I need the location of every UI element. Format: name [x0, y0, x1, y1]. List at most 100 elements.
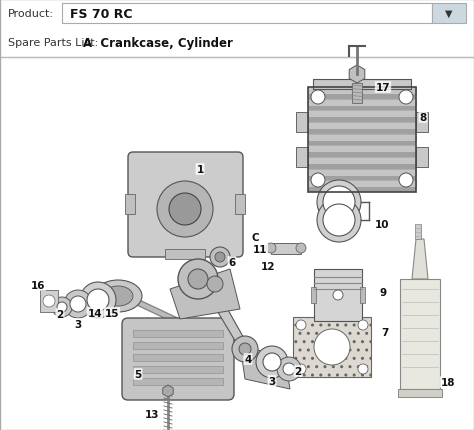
- Text: 1: 1: [196, 165, 204, 175]
- Polygon shape: [192, 269, 250, 349]
- Circle shape: [358, 364, 368, 374]
- Bar: [125, 194, 135, 215]
- Circle shape: [311, 174, 325, 187]
- Bar: [293, 317, 371, 377]
- Bar: [133, 330, 223, 337]
- Text: 18: 18: [441, 377, 455, 387]
- Bar: [308, 146, 416, 153]
- FancyBboxPatch shape: [122, 318, 234, 400]
- Circle shape: [256, 346, 288, 378]
- Text: Product:: Product:: [8, 9, 54, 19]
- Circle shape: [317, 199, 361, 243]
- Text: 16: 16: [31, 280, 45, 290]
- Text: 15: 15: [105, 308, 119, 318]
- Circle shape: [80, 283, 116, 318]
- Circle shape: [296, 364, 306, 374]
- Ellipse shape: [94, 280, 142, 312]
- Text: 5: 5: [134, 369, 142, 379]
- Circle shape: [188, 269, 208, 289]
- Text: 17: 17: [376, 83, 390, 93]
- Bar: [352, 84, 362, 104]
- Bar: [308, 188, 416, 193]
- Circle shape: [323, 187, 355, 218]
- Circle shape: [399, 91, 413, 105]
- Text: FS 70 RC: FS 70 RC: [70, 7, 133, 21]
- Circle shape: [215, 252, 225, 262]
- Text: 14: 14: [88, 308, 102, 318]
- Polygon shape: [170, 269, 240, 319]
- Circle shape: [277, 357, 301, 381]
- Bar: [398, 389, 442, 397]
- Circle shape: [323, 205, 355, 236]
- Polygon shape: [240, 344, 290, 389]
- Circle shape: [87, 289, 109, 311]
- Text: 12: 12: [261, 261, 275, 271]
- Bar: [308, 111, 416, 118]
- Bar: [133, 342, 223, 349]
- Bar: [308, 165, 416, 169]
- Bar: [308, 169, 416, 176]
- Text: 13: 13: [145, 409, 159, 419]
- Text: 2: 2: [56, 309, 64, 319]
- Circle shape: [52, 297, 72, 317]
- Circle shape: [64, 290, 92, 318]
- Text: 2: 2: [294, 366, 301, 376]
- Bar: [313, 80, 411, 90]
- Bar: [432, 4, 466, 24]
- Bar: [311, 287, 316, 303]
- Bar: [308, 130, 416, 134]
- Circle shape: [311, 91, 325, 105]
- Bar: [133, 378, 223, 385]
- Text: 10: 10: [375, 219, 389, 230]
- Text: ▼: ▼: [445, 9, 453, 19]
- Bar: [308, 106, 416, 111]
- Text: 7: 7: [381, 327, 389, 337]
- Circle shape: [178, 259, 218, 299]
- Circle shape: [283, 363, 295, 375]
- Text: 9: 9: [380, 287, 387, 297]
- Bar: [235, 194, 245, 215]
- Bar: [308, 118, 416, 123]
- Circle shape: [358, 320, 368, 330]
- Ellipse shape: [103, 286, 133, 306]
- Circle shape: [296, 243, 306, 253]
- Circle shape: [157, 181, 213, 237]
- Circle shape: [263, 353, 281, 371]
- Bar: [415, 224, 421, 240]
- Circle shape: [57, 302, 67, 312]
- Circle shape: [43, 295, 55, 307]
- Circle shape: [333, 290, 343, 300]
- Bar: [133, 366, 223, 373]
- Bar: [308, 176, 416, 181]
- Bar: [133, 354, 223, 361]
- Bar: [308, 181, 416, 188]
- Bar: [308, 134, 416, 141]
- Text: A  Crankcase, Cylinder: A Crankcase, Cylinder: [83, 37, 233, 49]
- Circle shape: [266, 243, 276, 253]
- Text: 3: 3: [268, 376, 275, 386]
- Bar: [165, 249, 205, 259]
- Text: C: C: [251, 233, 259, 243]
- Bar: [308, 99, 416, 106]
- Text: 11: 11: [253, 244, 267, 255]
- Bar: [308, 88, 416, 95]
- Bar: [40, 290, 58, 312]
- Bar: [0, 58, 474, 430]
- Bar: [296, 147, 308, 168]
- Bar: [308, 158, 416, 165]
- Circle shape: [314, 329, 350, 365]
- Bar: [308, 141, 416, 146]
- Bar: [271, 243, 301, 255]
- Text: 4: 4: [244, 354, 252, 364]
- Text: Spare Parts List:: Spare Parts List:: [8, 38, 98, 48]
- Circle shape: [210, 247, 230, 267]
- Bar: [308, 88, 416, 193]
- Text: 8: 8: [419, 113, 427, 123]
- Circle shape: [296, 320, 306, 330]
- Circle shape: [239, 343, 251, 355]
- Text: 6: 6: [228, 258, 236, 267]
- Bar: [400, 280, 440, 389]
- Text: 3: 3: [74, 319, 82, 329]
- Bar: [314, 269, 362, 321]
- Circle shape: [232, 336, 258, 362]
